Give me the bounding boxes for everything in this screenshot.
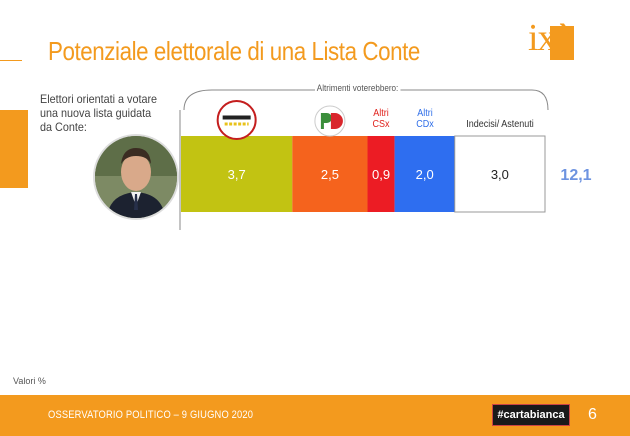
bar-segment: [367, 136, 395, 212]
total-label: 12,1: [560, 167, 591, 184]
subtitle: Elettori orientati a votare una nuova li…: [40, 92, 158, 134]
bar-segment: [394, 136, 455, 212]
footer-text: OSSERVATORIO POLITICO – 9 GIUGNO 2020: [48, 409, 254, 421]
pd-logo: [314, 105, 346, 137]
footer: OSSERVATORIO POLITICO – 9 GIUGNO 2020 #c…: [0, 395, 630, 436]
ixe-logo: ixè: [528, 17, 578, 62]
segment-header: Altri CDx: [415, 108, 434, 130]
logo-block: [550, 26, 574, 60]
page-number: 6: [588, 406, 597, 423]
page-title: Potenziale elettorale di una Lista Conte: [48, 36, 420, 66]
bar-segment: [454, 135, 546, 213]
brace-label: Altrimenti voterebbero:: [315, 83, 401, 93]
bar-segment: [292, 136, 368, 212]
bar-value-label: 3,0: [491, 167, 509, 182]
segment-header: Altri CSx: [372, 108, 390, 130]
bar-value-label: 2,5: [321, 167, 339, 182]
left-accent-bar: [0, 110, 28, 188]
footnote: Valori %: [13, 376, 46, 386]
logo-text: ixè: [528, 17, 572, 59]
bar-value-label: 2,0: [416, 167, 434, 182]
bar-segment: [181, 136, 293, 212]
portrait-photo: [95, 136, 177, 218]
cartabianca-badge: #cartabianca: [492, 404, 570, 426]
title-rule: [0, 60, 22, 61]
bar-value-label: 0,9: [372, 167, 390, 182]
bar-value-label: 3,7: [228, 167, 246, 182]
movimento-logo: [216, 100, 257, 140]
segment-header: Indecisi/ Astenuti: [466, 119, 534, 130]
